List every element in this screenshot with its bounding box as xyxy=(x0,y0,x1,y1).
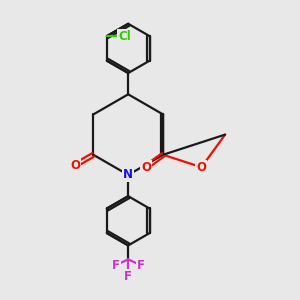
Text: F: F xyxy=(112,259,120,272)
Text: O: O xyxy=(196,161,206,174)
Text: F: F xyxy=(136,259,145,272)
Text: F: F xyxy=(124,270,132,283)
Text: O: O xyxy=(141,161,151,174)
Text: Cl: Cl xyxy=(118,30,131,43)
Text: N: N xyxy=(123,168,133,182)
Text: O: O xyxy=(70,159,80,172)
